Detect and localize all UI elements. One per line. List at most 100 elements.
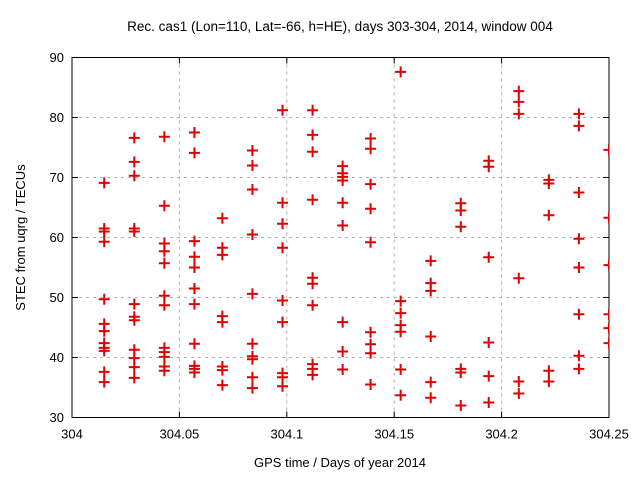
data-point-marker bbox=[188, 235, 200, 247]
data-point-marker bbox=[573, 187, 585, 198]
data-point-marker bbox=[216, 212, 228, 224]
data-point-marker bbox=[128, 372, 140, 384]
data-point-marker bbox=[483, 337, 495, 348]
data-point-marker bbox=[455, 221, 467, 233]
data-point-marker bbox=[365, 133, 377, 144]
data-point-marker bbox=[337, 175, 349, 186]
axis-ticks bbox=[71, 57, 610, 418]
data-point-marker bbox=[337, 197, 349, 209]
data-point-marker bbox=[455, 367, 467, 378]
data-point-marker bbox=[216, 379, 228, 391]
data-point-marker bbox=[337, 364, 349, 375]
data-point-marker bbox=[365, 236, 377, 248]
data-point-marker bbox=[246, 184, 258, 195]
data-point-marker bbox=[365, 347, 377, 359]
data-point-marker bbox=[246, 382, 258, 394]
data-point-marker bbox=[425, 331, 437, 342]
data-point-marker bbox=[128, 156, 140, 168]
data-point-marker bbox=[603, 337, 610, 349]
data-point-marker bbox=[395, 66, 407, 78]
data-point-marker bbox=[246, 229, 258, 240]
data-point-marker bbox=[455, 400, 467, 411]
data-point-marker bbox=[158, 290, 170, 302]
data-point-marker bbox=[98, 236, 110, 248]
data-point-marker bbox=[277, 295, 289, 306]
data-point-marker bbox=[188, 338, 200, 350]
data-point-marker bbox=[573, 308, 585, 320]
data-point-marker bbox=[158, 351, 170, 363]
data-point-marker bbox=[603, 322, 610, 334]
data-point-marker bbox=[307, 299, 319, 311]
data-point-marker bbox=[128, 314, 140, 326]
data-point-marker bbox=[188, 262, 200, 273]
x-tick-label: 304.2 bbox=[485, 427, 518, 442]
data-point-marker bbox=[603, 144, 610, 156]
data-point-marker bbox=[483, 251, 495, 263]
data-point-marker bbox=[365, 143, 377, 155]
data-point-marker bbox=[395, 295, 407, 307]
x-tick-label: 304 bbox=[61, 427, 83, 442]
data-point-marker bbox=[395, 326, 407, 338]
data-point-marker bbox=[246, 145, 258, 156]
data-point-marker bbox=[573, 120, 585, 132]
data-point-marker bbox=[513, 108, 525, 120]
data-point-marker bbox=[98, 345, 110, 357]
data-point-marker bbox=[216, 364, 228, 376]
data-point-marker bbox=[277, 242, 289, 254]
data-point-marker bbox=[158, 257, 170, 269]
data-point-marker bbox=[307, 369, 319, 381]
data-point-marker bbox=[395, 364, 407, 375]
data-point-marker bbox=[128, 132, 140, 144]
data-point-marker bbox=[365, 379, 377, 390]
data-point-marker bbox=[307, 194, 319, 206]
data-point-marker bbox=[188, 283, 200, 294]
data-point-marker bbox=[365, 326, 377, 338]
data-point-marker bbox=[307, 104, 319, 116]
data-point-marker bbox=[158, 365, 170, 377]
data-point-marker bbox=[158, 200, 170, 212]
x-tick-label: 304.15 bbox=[374, 427, 414, 442]
data-point-marker bbox=[513, 85, 525, 97]
data-point-marker bbox=[513, 272, 525, 284]
data-point-marker bbox=[483, 397, 495, 408]
y-tick-label: 30 bbox=[50, 410, 64, 425]
data-points bbox=[98, 66, 610, 411]
data-point-marker bbox=[307, 278, 319, 290]
data-point-marker bbox=[277, 197, 289, 209]
data-point-marker bbox=[603, 212, 610, 224]
data-point-marker bbox=[277, 104, 289, 116]
data-point-marker bbox=[158, 299, 170, 311]
data-point-marker bbox=[188, 298, 200, 310]
data-point-marker bbox=[603, 308, 610, 320]
data-point-marker bbox=[573, 350, 585, 362]
data-point-marker bbox=[573, 363, 585, 375]
y-tick-labels: 30 40 50 60 70 80 90 bbox=[50, 50, 64, 425]
data-point-marker bbox=[425, 392, 437, 404]
data-point-marker bbox=[543, 209, 555, 221]
data-point-marker bbox=[188, 147, 200, 159]
data-point-marker bbox=[188, 367, 200, 378]
data-point-marker bbox=[337, 316, 349, 328]
data-point-marker bbox=[158, 131, 170, 143]
data-point-marker bbox=[128, 226, 140, 237]
data-point-marker bbox=[513, 96, 525, 108]
x-tick-labels: 304 304.05 304.1 304.15 304.2 304.25 bbox=[61, 427, 629, 442]
y-tick-label: 50 bbox=[50, 290, 64, 305]
x-tick-label: 304.05 bbox=[160, 427, 200, 442]
data-point-marker bbox=[395, 307, 407, 319]
data-point-marker bbox=[246, 288, 258, 300]
data-point-marker bbox=[395, 389, 407, 401]
data-point-marker bbox=[307, 146, 319, 158]
data-point-marker bbox=[98, 177, 110, 189]
y-tick-label: 60 bbox=[50, 230, 64, 245]
data-point-marker bbox=[216, 249, 228, 261]
data-point-marker bbox=[365, 178, 377, 190]
data-point-marker bbox=[307, 129, 319, 141]
data-point-marker bbox=[365, 203, 377, 215]
data-point-marker bbox=[246, 353, 258, 365]
data-point-marker bbox=[98, 325, 110, 337]
data-point-marker bbox=[246, 160, 258, 171]
y-tick-label: 90 bbox=[50, 50, 64, 65]
data-point-marker bbox=[513, 376, 525, 387]
